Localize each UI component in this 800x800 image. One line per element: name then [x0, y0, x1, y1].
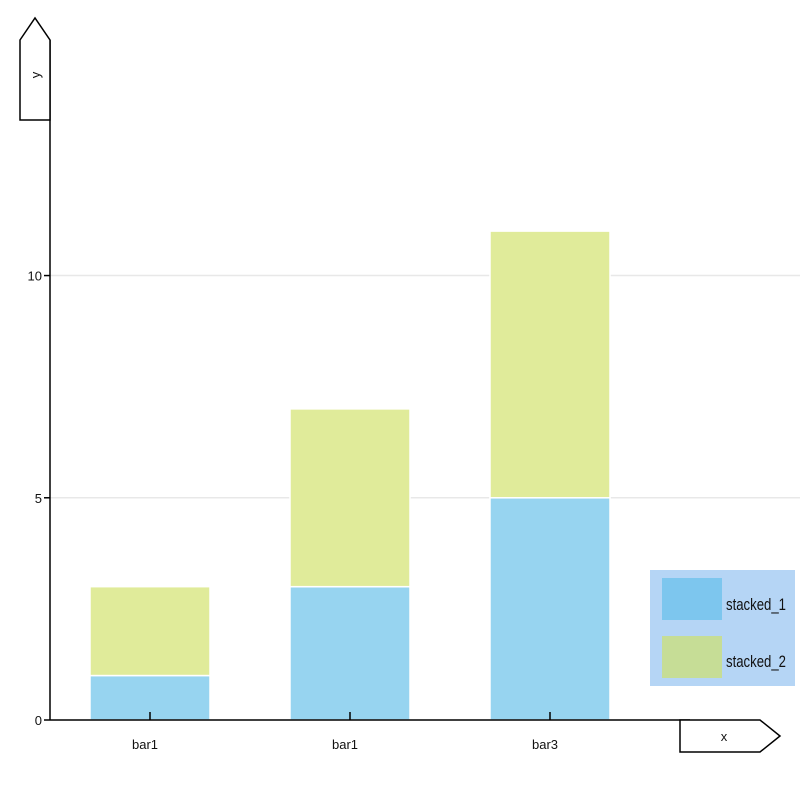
x-tick-label: bar1 — [332, 737, 358, 752]
gridlines — [50, 274, 800, 499]
bar-stacked_1-2 — [289, 585, 411, 721]
y-tick-label: 10 — [28, 269, 42, 284]
y-axis-arrow: y — [19, 16, 51, 121]
legend: stacked_1 stacked_2 — [650, 570, 795, 686]
y-axis-label: y — [28, 71, 43, 78]
axis-ticks: 0 5 10 bar1 bar1 bar3 — [28, 269, 558, 752]
bar-stacked_1-3 — [489, 497, 611, 721]
legend-label-stacked-2: stacked_2 — [726, 652, 786, 671]
legend-label-stacked-1: stacked_1 — [726, 595, 786, 614]
x-tick-label: bar3 — [532, 737, 558, 752]
bar-stacked_2-1 — [89, 585, 211, 677]
x-axis-arrow: x — [679, 719, 782, 753]
bars — [89, 230, 611, 721]
bar-stacked_2-3 — [489, 230, 611, 499]
x-axis-label: x — [721, 729, 728, 744]
legend-swatch-stacked-1 — [662, 578, 722, 620]
bar-stacked_2-2 — [289, 408, 411, 588]
x-tick-label: bar1 — [132, 737, 158, 752]
y-tick-label: 0 — [35, 713, 42, 728]
legend-swatch-stacked-2 — [662, 636, 722, 678]
y-tick-label: 5 — [35, 491, 42, 506]
